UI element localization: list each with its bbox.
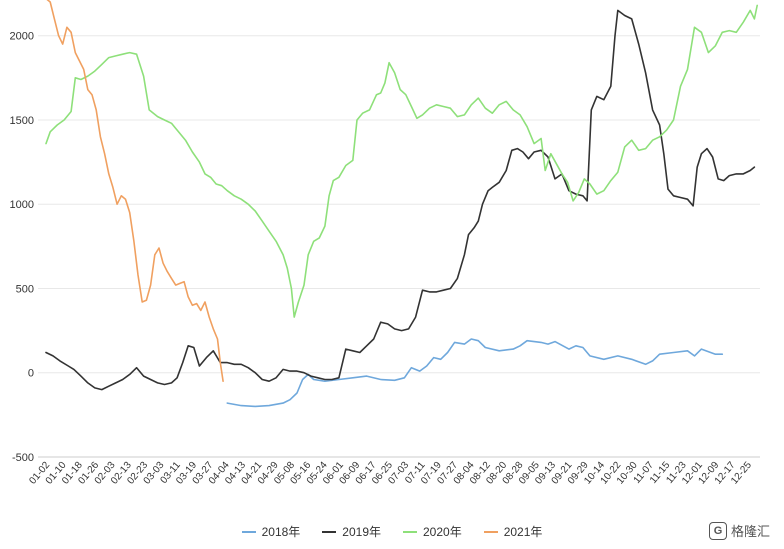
legend-item-3[interactable]: 2021年 [483, 523, 543, 540]
x-axis-ticks: 01-0201-1001-1801-2602-0302-1302-2303-03… [27, 460, 754, 487]
series-line-3 [46, 0, 224, 382]
y-tick-label: 1000 [10, 199, 34, 211]
legend-label: 2019年 [342, 525, 381, 539]
legend-item-2[interactable]: 2020年 [403, 523, 462, 540]
watermark-logo-icon: G [708, 521, 727, 540]
series-lines [45, 0, 758, 408]
legend-label: 2021年 [503, 525, 543, 539]
y-tick-label: 1500 [10, 115, 34, 127]
y-tick-label: -500 [12, 452, 34, 464]
watermark: G 格隆汇 [708, 521, 770, 540]
legend: 2018年 2019年 2020年 2021年 [0, 523, 784, 540]
legend-swatch [483, 530, 498, 533]
legend-label: 2020年 [423, 525, 462, 539]
y-tick-label: 0 [28, 368, 34, 380]
legend-item-1[interactable]: 2019年 [322, 523, 381, 540]
watermark-text: 格隆汇 [730, 524, 770, 539]
series-line-2 [45, 4, 758, 318]
y-tick-label: 500 [16, 283, 34, 295]
legend-item-0[interactable]: 2018年 [241, 523, 301, 540]
legend-swatch [241, 530, 256, 533]
y-axis-ticks: -500 0 500 1000 1500 2000 [10, 31, 34, 464]
legend-swatch [322, 530, 337, 533]
legend-label: 2018年 [261, 525, 301, 539]
legend-swatch [403, 530, 417, 533]
y-tick-label: 2000 [10, 31, 34, 43]
grid-lines [38, 35, 760, 458]
series-line-1 [45, 9, 756, 391]
